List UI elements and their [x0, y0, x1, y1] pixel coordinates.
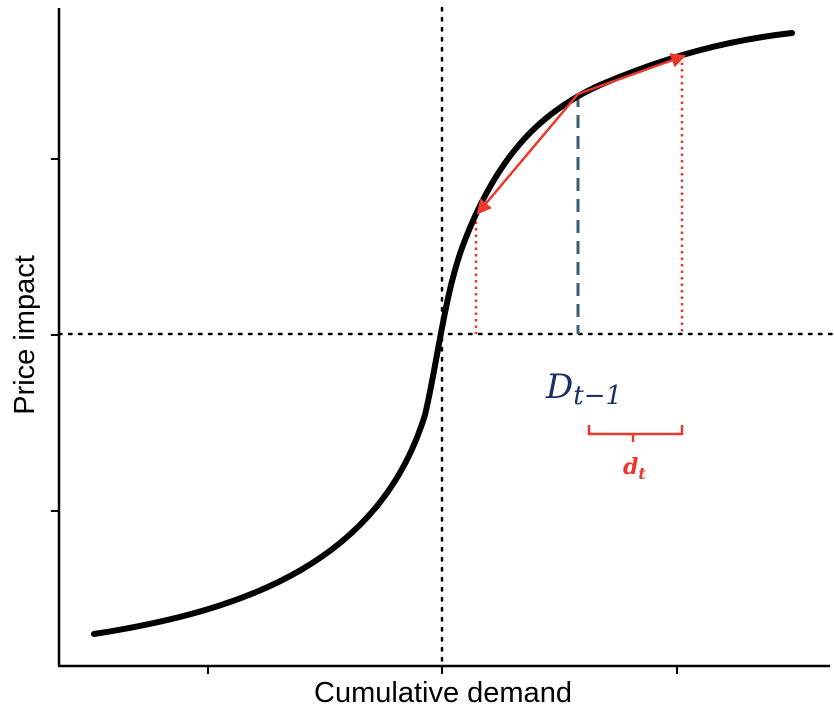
- increment-bracket: [587, 425, 684, 442]
- x-axis-ticks: [207, 666, 678, 674]
- arrow-to-left-point: [476, 93, 579, 215]
- increment-label: dt: [623, 454, 646, 483]
- increment-sub: t: [638, 464, 646, 483]
- increment-main: d: [623, 454, 638, 480]
- arrow-to-right-point: [577, 53, 687, 96]
- price-impact-curve: [91, 30, 795, 637]
- x-axis-title: Cumulative demand: [314, 677, 572, 709]
- d-prev-main: D: [545, 367, 573, 407]
- y-axis-title: Price impact: [9, 255, 41, 415]
- y-axis-ticks: [51, 158, 59, 512]
- d-prev-sub: t−1: [573, 381, 622, 411]
- d-prev-label: Dt−1: [545, 367, 622, 411]
